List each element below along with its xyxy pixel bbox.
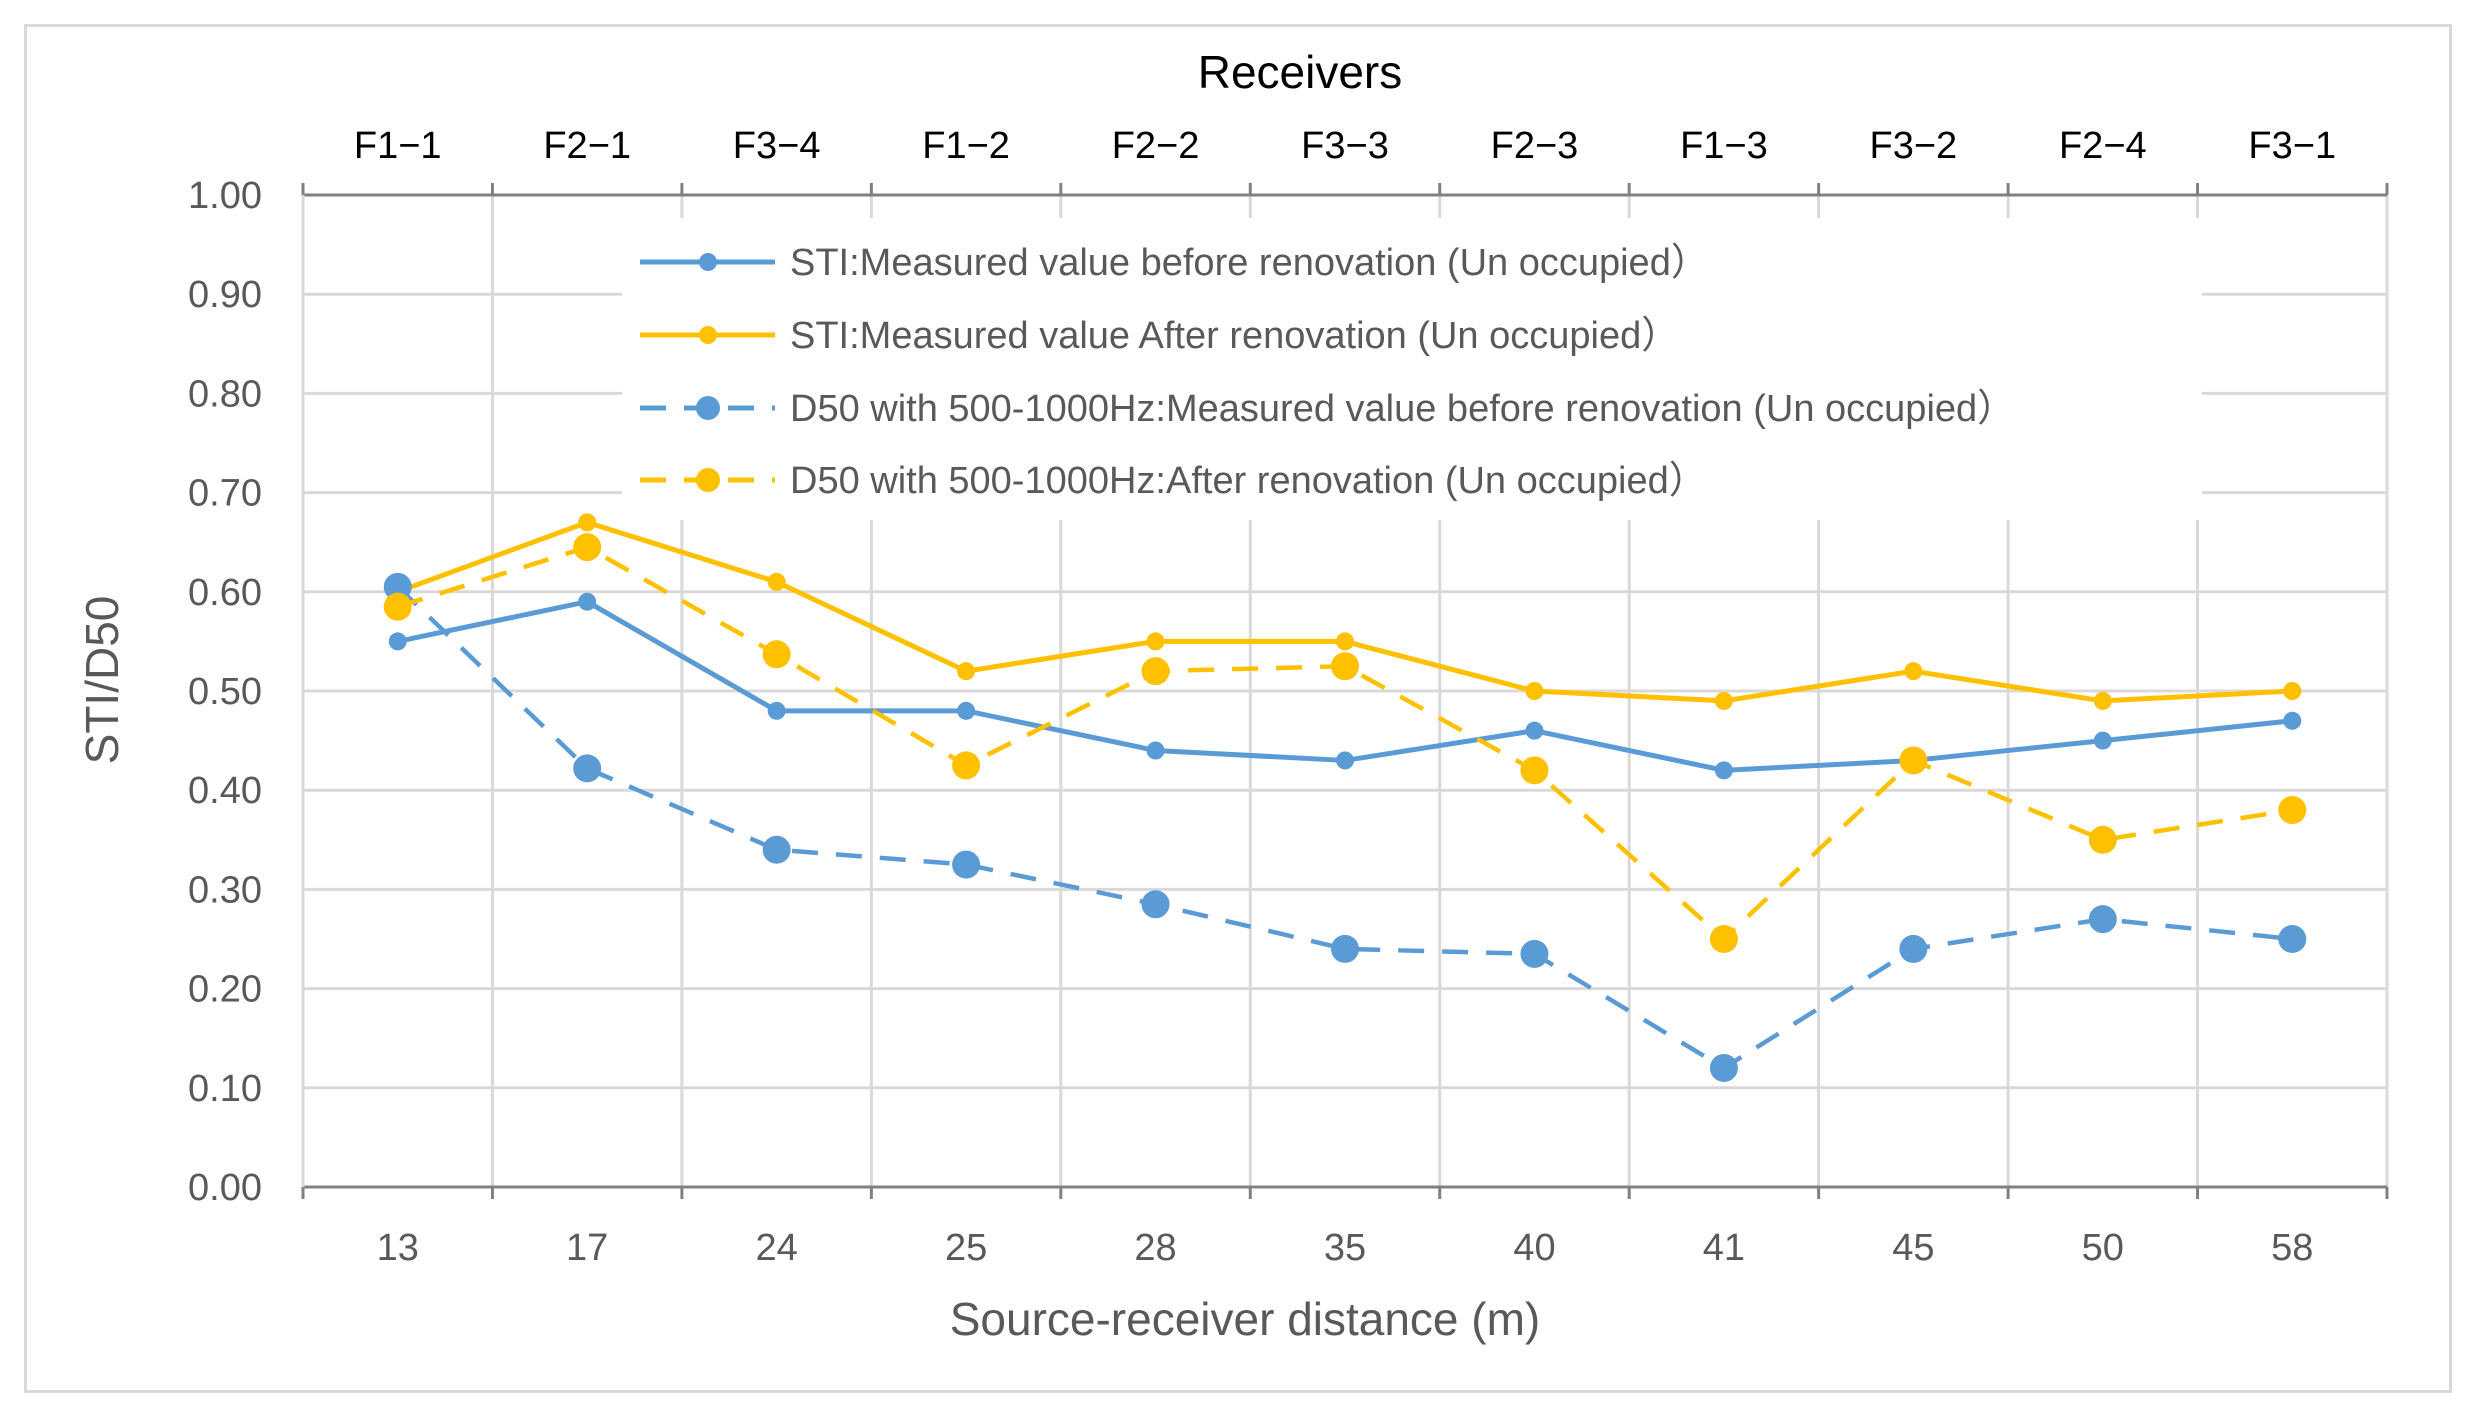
data-point-series-1 (957, 701, 976, 720)
top-tick-label: F2−1 (543, 125, 631, 167)
data-point-series-2 (1336, 632, 1354, 651)
series-line-3 (396, 585, 2293, 1071)
x-axis-title: Source-receiver distance (m) (950, 1293, 1541, 1345)
x-tick-label: 40 (1513, 1227, 1555, 1269)
y-tick-label: 0.10 (188, 1068, 262, 1110)
data-point-series-4 (2278, 796, 2307, 825)
data-point-series-2 (2093, 691, 2112, 710)
y-tick-label: 0.00 (188, 1167, 262, 1209)
x-tick-label: 58 (2271, 1227, 2313, 1269)
data-point-series-2 (2283, 682, 2302, 700)
top-tick-label: F1−2 (922, 125, 1010, 167)
y-tick-label: 0.60 (188, 572, 262, 614)
data-point-series-3 (2088, 905, 2117, 934)
data-point-series-4 (1141, 657, 1170, 686)
data-point-series-2 (1525, 682, 1544, 700)
data-point-series-4 (762, 640, 791, 669)
data-point-series-3 (1331, 934, 1359, 963)
data-point-series-1 (578, 592, 597, 611)
top-tick-label: F1−3 (1680, 125, 1768, 167)
top-tick-label: F3−2 (1870, 125, 1958, 167)
axes: 0.00 0.10 0.20 0.30 0.40 0.50 0.60 0.70 0.80 0.90… (188, 125, 2389, 1269)
data-point-series-3 (1899, 934, 1928, 963)
data-point-series-3 (1141, 890, 1170, 919)
legend-label-4: D50 with 500-1000Hz:After renovation (Un… (790, 460, 1707, 502)
x-tick-label: 13 (377, 1227, 419, 1269)
x-tick-label: 41 (1703, 1227, 1745, 1269)
y-tick-label: 0.50 (188, 671, 262, 713)
x-tick-label: 28 (1134, 1227, 1176, 1269)
y-tick-label: 0.90 (188, 274, 262, 316)
legend-marker-1 (699, 253, 717, 271)
top-tick-label: F2−2 (1112, 125, 1200, 167)
top-tick-label: F2−4 (2059, 125, 2147, 167)
legend-marker-4 (696, 468, 720, 492)
data-point-series-4 (1899, 746, 1928, 775)
data-point-series-4 (2088, 825, 2117, 854)
data-point-series-1 (2093, 731, 2112, 750)
legend-label-1: STI:Measured value before renovation (Un… (790, 242, 1709, 284)
data-point-series-1 (1146, 741, 1165, 760)
legend-marker-2 (699, 326, 717, 344)
data-point-series-3 (1520, 939, 1549, 968)
y-tick-label: 0.80 (188, 373, 262, 415)
data-point-series-1 (1336, 751, 1354, 770)
data-point-series-4 (1331, 652, 1359, 681)
x-tick-label: 17 (566, 1227, 608, 1269)
data-point-series-2 (767, 572, 786, 591)
top-tick-label: F1−1 (354, 125, 442, 167)
data-point-series-4 (1520, 756, 1549, 785)
data-point-series-3 (383, 572, 412, 601)
data-point-series-1 (1525, 721, 1544, 740)
y-tick-label: 0.70 (188, 473, 262, 515)
data-point-series-3 (952, 850, 981, 879)
data-point-series-4 (952, 751, 981, 780)
data-point-series-2 (1904, 662, 1923, 681)
data-point-series-1 (1714, 761, 1733, 780)
y-tick-label: 0.30 (188, 869, 262, 911)
legend: STI:Measured value before renovation (Un… (622, 218, 2202, 520)
top-axis-title: Receivers (1198, 46, 1403, 98)
data-point-series-1 (2283, 711, 2302, 730)
data-point-series-2 (957, 662, 976, 681)
data-point-series-2 (1714, 691, 1733, 710)
data-point-series-3 (762, 835, 791, 864)
top-tick-label: F3−3 (1301, 125, 1389, 167)
y-tick-label: 1.00 (188, 175, 262, 217)
top-tick-label: F3−1 (2248, 125, 2336, 167)
x-tick-label: 35 (1324, 1227, 1366, 1269)
data-point-series-3 (2278, 925, 2307, 953)
x-tick-label: 45 (1892, 1227, 1934, 1269)
x-tick-label: 50 (2082, 1227, 2124, 1269)
legend-marker-3 (696, 396, 720, 420)
x-tick-label: 25 (945, 1227, 987, 1269)
y-axis-title: STI/D50 (76, 596, 128, 765)
data-point-series-1 (767, 701, 786, 720)
data-point-series-2 (1146, 632, 1165, 651)
data-point-series-3 (573, 754, 602, 783)
legend-label-3: D50 with 500-1000Hz:Measured value befor… (790, 388, 2015, 430)
y-tick-label: 0.40 (188, 770, 262, 812)
data-point-series-4 (1709, 925, 1738, 953)
data-point-series-3 (1709, 1053, 1738, 1082)
top-tick-label: F3−4 (733, 125, 821, 167)
series-markers (383, 513, 2307, 1082)
y-tick-label: 0.20 (188, 969, 262, 1011)
legend-label-2: STI:Measured value After renovation (Un … (790, 315, 1679, 357)
data-point-series-4 (573, 533, 602, 562)
x-tick-label: 24 (755, 1227, 797, 1269)
top-tick-label: F2−3 (1491, 125, 1579, 167)
data-point-series-1 (388, 632, 407, 651)
data-point-series-4 (383, 592, 412, 621)
legend-background (622, 218, 2202, 520)
data-point-series-2 (578, 513, 597, 532)
